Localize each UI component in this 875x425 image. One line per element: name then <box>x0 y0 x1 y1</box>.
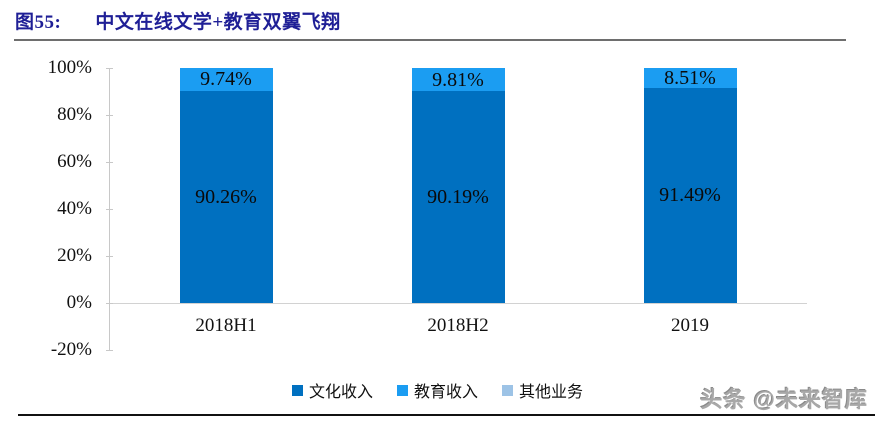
legend-swatch-icon <box>291 384 303 396</box>
figure-number: 图55: <box>15 12 62 33</box>
legend-item-教育收入: 教育收入 <box>396 378 478 402</box>
bar-segment-文化收入: 90.26% <box>179 90 273 303</box>
header-divider <box>14 39 846 41</box>
bar-value-label: 8.51% <box>664 67 716 89</box>
x-axis-category-label: 2018H2 <box>427 315 489 336</box>
y-axis-tick-label: -20% <box>50 339 92 360</box>
legend-swatch-icon <box>396 384 408 396</box>
legend-label: 文化收入 <box>308 384 373 401</box>
y-axis-tick-label: 0% <box>66 292 92 313</box>
stacked-bar-2018H1: 9.74% 90.26% <box>179 68 273 303</box>
y-axis-tick-mark <box>106 303 113 304</box>
bar-segment-教育收入: 9.81% <box>411 68 505 92</box>
y-axis-tick-label: 20% <box>57 245 92 266</box>
bar-segment-教育收入: 8.51% <box>643 67 737 89</box>
x-axis-category-label: 2019 <box>671 315 709 336</box>
x-axis-baseline <box>109 303 807 304</box>
figure-title: 中文在线文学+教育双翼飞翔 <box>95 12 341 33</box>
bottom-divider <box>18 414 875 416</box>
legend-item-其他业务: 其他业务 <box>502 378 583 402</box>
y-axis-tick-label: 80% <box>57 104 92 125</box>
bar-segment-文化收入: 91.49% <box>643 87 737 303</box>
bar-value-label: 9.74% <box>200 68 252 91</box>
bar-value-label: 91.49% <box>659 184 721 207</box>
chart-legend: 文化收入 教育收入 其他业务 <box>0 378 875 402</box>
y-axis-tick-label: 60% <box>57 151 92 172</box>
figure-header: 图55: 中文在线文学+教育双翼飞翔 <box>15 7 341 34</box>
y-axis-tick-mark <box>106 209 113 210</box>
legend-item-文化收入: 文化收入 <box>291 378 373 402</box>
y-axis-tick-mark <box>106 256 113 257</box>
y-axis-tick-mark <box>106 162 113 163</box>
y-axis-tick-label: 40% <box>57 198 92 219</box>
bar-segment-教育收入: 9.74% <box>179 68 273 91</box>
stacked-bar-2019: 8.51% 91.49% <box>643 67 737 303</box>
stacked-bar-2018H2: 9.81% 90.19% <box>411 68 505 303</box>
y-axis-tick-mark <box>106 350 113 351</box>
bar-value-label: 90.19% <box>427 186 489 209</box>
y-axis-tick-mark <box>106 115 113 116</box>
y-axis-tick-label: 100% <box>47 57 92 78</box>
bar-segment-文化收入: 90.19% <box>411 91 505 303</box>
legend-label: 其他业务 <box>519 384 584 401</box>
y-axis-tick-mark <box>106 68 113 69</box>
bar-value-label: 9.81% <box>432 68 484 91</box>
bar-value-label: 90.26% <box>195 185 257 208</box>
x-axis-category-label: 2018H1 <box>195 315 257 336</box>
legend-swatch-icon <box>502 384 513 396</box>
watermark: 头条 @未来智库 <box>700 387 868 412</box>
legend-label: 教育收入 <box>413 384 478 401</box>
